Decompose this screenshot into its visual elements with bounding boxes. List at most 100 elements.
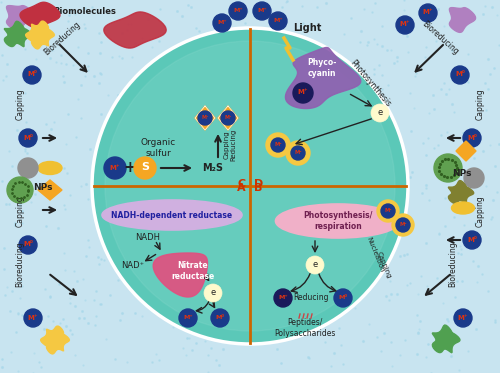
Text: e: e (378, 108, 382, 117)
Text: M⁺: M⁺ (458, 314, 468, 320)
Text: C: C (238, 179, 246, 189)
Polygon shape (40, 326, 70, 354)
Text: Organic
sulfur: Organic sulfur (140, 138, 175, 158)
Text: NAD⁺: NAD⁺ (122, 261, 144, 270)
Circle shape (454, 309, 472, 327)
Text: M⁰: M⁰ (467, 236, 477, 242)
Text: Bioreducing: Bioreducing (42, 20, 82, 57)
Circle shape (211, 309, 229, 327)
Text: M⁺: M⁺ (28, 314, 38, 320)
Text: M⁰: M⁰ (202, 115, 208, 120)
Polygon shape (286, 47, 361, 109)
Text: M⁰: M⁰ (399, 222, 407, 227)
Circle shape (381, 204, 395, 218)
Polygon shape (26, 21, 54, 49)
Circle shape (396, 218, 410, 232)
Circle shape (334, 289, 352, 307)
Text: Biomolecules: Biomolecules (53, 6, 116, 16)
Text: M⁰: M⁰ (384, 208, 392, 213)
Circle shape (23, 66, 41, 84)
Circle shape (213, 14, 231, 32)
Text: M₂S: M₂S (202, 163, 224, 173)
Circle shape (7, 177, 33, 203)
Text: +: + (124, 160, 136, 176)
Text: Phyco-
cyanin: Phyco- cyanin (308, 58, 336, 78)
Text: M⁺: M⁺ (217, 20, 227, 25)
Polygon shape (104, 12, 166, 48)
Polygon shape (456, 141, 476, 161)
Text: M⁺: M⁺ (257, 8, 267, 13)
Text: e: e (210, 288, 216, 297)
Text: M⁺: M⁺ (298, 90, 308, 95)
Text: M⁰: M⁰ (274, 142, 282, 147)
Circle shape (464, 168, 484, 188)
Text: M⁰: M⁰ (338, 295, 347, 300)
Circle shape (105, 41, 395, 331)
Circle shape (198, 111, 212, 125)
Polygon shape (448, 181, 474, 204)
Text: M⁰: M⁰ (294, 150, 302, 155)
Circle shape (271, 138, 285, 152)
Text: Nitrate
reductase: Nitrate reductase (172, 261, 214, 281)
Text: M⁺: M⁺ (183, 315, 193, 320)
Polygon shape (195, 106, 215, 130)
Ellipse shape (38, 162, 62, 175)
Circle shape (293, 83, 313, 103)
Polygon shape (38, 180, 62, 200)
Ellipse shape (102, 200, 242, 230)
Circle shape (19, 129, 37, 147)
Polygon shape (20, 2, 60, 28)
Circle shape (463, 129, 481, 147)
Ellipse shape (276, 204, 400, 238)
Text: Capping: Capping (16, 195, 24, 227)
Text: B: B (254, 183, 262, 193)
Text: Capping: Capping (224, 131, 230, 159)
Circle shape (18, 158, 38, 178)
Circle shape (463, 231, 481, 249)
Text: M⁺: M⁺ (233, 8, 243, 13)
Text: Reducing: Reducing (293, 294, 329, 303)
Text: M⁰: M⁰ (224, 115, 232, 120)
Circle shape (179, 309, 197, 327)
Text: Photosynthesis: Photosynthesis (348, 58, 392, 108)
Text: Light: Light (293, 23, 321, 33)
Text: NPs: NPs (33, 184, 53, 192)
Circle shape (274, 289, 292, 307)
Text: M⁰: M⁰ (467, 135, 477, 141)
Text: M⁰: M⁰ (23, 135, 33, 141)
Polygon shape (4, 21, 32, 47)
Text: M⁺: M⁺ (400, 22, 410, 28)
Circle shape (24, 309, 42, 327)
Text: M⁰: M⁰ (455, 72, 465, 78)
Circle shape (419, 4, 437, 22)
Text: M⁺: M⁺ (278, 295, 288, 300)
Circle shape (451, 66, 469, 84)
Text: A: A (238, 183, 246, 193)
Text: M⁺: M⁺ (110, 164, 120, 170)
Circle shape (434, 154, 462, 182)
Text: NADH-dependent reductase: NADH-dependent reductase (112, 210, 232, 219)
Text: Bioreducing: Bioreducing (448, 241, 458, 287)
Text: M⁺: M⁺ (422, 9, 434, 16)
Text: NADH: NADH (136, 233, 160, 242)
Polygon shape (153, 253, 208, 297)
Text: S: S (141, 163, 149, 172)
Text: Capping: Capping (376, 251, 392, 279)
Text: Nucleation: Nucleation (365, 236, 385, 273)
Text: Peptides/
Polysaccharides: Peptides/ Polysaccharides (274, 318, 336, 338)
Circle shape (134, 157, 156, 179)
Text: M⁰: M⁰ (23, 241, 33, 248)
Circle shape (19, 236, 37, 254)
Text: NPs: NPs (452, 169, 472, 178)
Circle shape (396, 16, 414, 34)
Polygon shape (6, 6, 35, 30)
Circle shape (377, 200, 399, 222)
Circle shape (286, 141, 310, 165)
Ellipse shape (452, 202, 474, 214)
Polygon shape (218, 106, 238, 130)
Text: Capping: Capping (476, 88, 484, 120)
Circle shape (306, 256, 324, 274)
Polygon shape (450, 7, 475, 32)
Text: Bioreducing: Bioreducing (420, 20, 460, 57)
Text: Reducing: Reducing (230, 129, 236, 161)
